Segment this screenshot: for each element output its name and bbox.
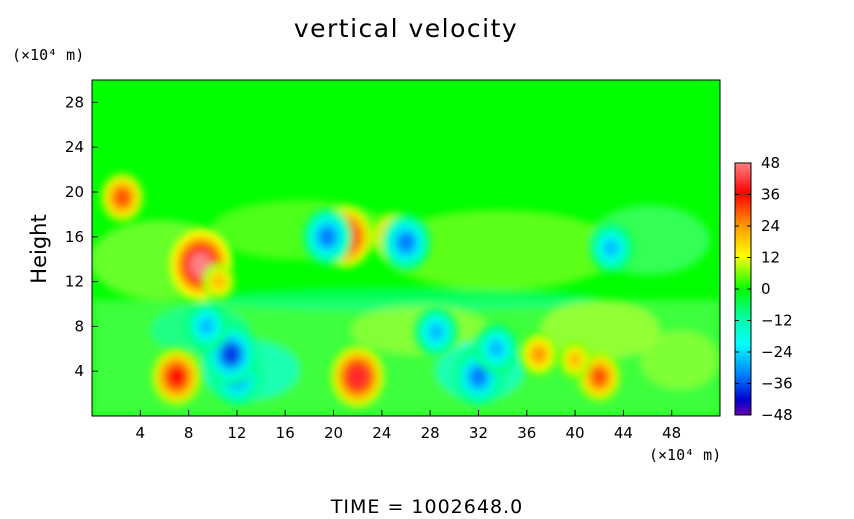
contour-level [488, 339, 505, 358]
x-tick-label: 28 [421, 424, 440, 442]
colorbar-tick-label: 0 [761, 280, 771, 298]
velocity-cell [152, 348, 202, 405]
data-features [100, 173, 633, 408]
contour-level [212, 274, 225, 289]
y-axis: 4 8 12 16 20 24 28 [65, 93, 98, 380]
x-tick-label: 32 [469, 424, 488, 442]
contour-level [532, 346, 546, 363]
colorbar-tick-label: −36 [761, 375, 793, 393]
contour-level [569, 353, 582, 367]
colorbar-tick-label: −48 [761, 406, 793, 424]
velocity-cell [589, 223, 633, 273]
contour-level [114, 188, 131, 207]
contour-level [198, 317, 215, 336]
x-tick-label: 4 [136, 424, 146, 442]
velocity-cell [185, 301, 229, 351]
colorbar-tick-label: −12 [761, 312, 793, 330]
x-tick-label: 12 [227, 424, 246, 442]
colorbar-tick-label: 48 [761, 154, 780, 172]
chart-title: vertical velocity [293, 14, 519, 43]
y-axis-title: Height [27, 214, 51, 284]
colorbar-tick-label: 24 [761, 217, 780, 235]
contour-level [591, 367, 608, 386]
velocity-cell [381, 214, 431, 271]
contour-level [396, 232, 416, 253]
y-tick-label: 8 [74, 317, 84, 335]
colorbar-tick-label: 36 [761, 186, 780, 204]
x-tick-label: 36 [517, 424, 536, 442]
plot-frame [91, 79, 721, 417]
y-tick-label: 20 [65, 183, 84, 201]
velocity-cell [520, 333, 558, 376]
velocity-cell [202, 263, 235, 301]
y-tick-label: 12 [65, 273, 84, 291]
x-tick-label: 44 [614, 424, 633, 442]
x-tick-label: 8 [184, 424, 194, 442]
x-tick-label: 40 [566, 424, 585, 442]
velocity-cell [558, 341, 592, 379]
x-tick-label: 24 [372, 424, 391, 442]
velocity-cell [331, 346, 385, 408]
contour-level [167, 366, 186, 388]
contour-level [469, 366, 488, 388]
y-tick-label: 16 [65, 228, 84, 246]
y-tick-label: 28 [65, 93, 84, 111]
x-axis: 4 8 12 16 20 24 28 32 36 40 44 48 [136, 410, 681, 442]
velocity-cell [475, 324, 518, 374]
velocity-cell [100, 173, 144, 223]
colorbar-ticks: 48 36 24 12 0 −12 −24 −36 −48 [735, 154, 793, 424]
time-label: TIME = 1002648.0 [330, 496, 524, 518]
x-tick-label: 20 [324, 424, 343, 442]
colorbar-tick-label: −24 [761, 343, 793, 361]
contour-level [428, 322, 445, 342]
contour-level [603, 238, 620, 258]
velocity-cell [302, 208, 353, 265]
x-tick-label: 48 [662, 424, 681, 442]
contour-level [318, 226, 337, 248]
y-tick-label: 4 [74, 362, 84, 380]
contour-level [347, 365, 368, 389]
field-texture [92, 200, 720, 416]
colorbar-tick-label: 12 [761, 249, 780, 267]
velocity-cell [414, 307, 458, 357]
x-unit-label: (×10⁴ m) [649, 446, 722, 464]
y-tick-label: 24 [65, 138, 84, 156]
x-tick-label: 16 [276, 424, 295, 442]
contour-level [221, 343, 241, 366]
y-unit-label: (×10⁴ m) [12, 46, 85, 64]
